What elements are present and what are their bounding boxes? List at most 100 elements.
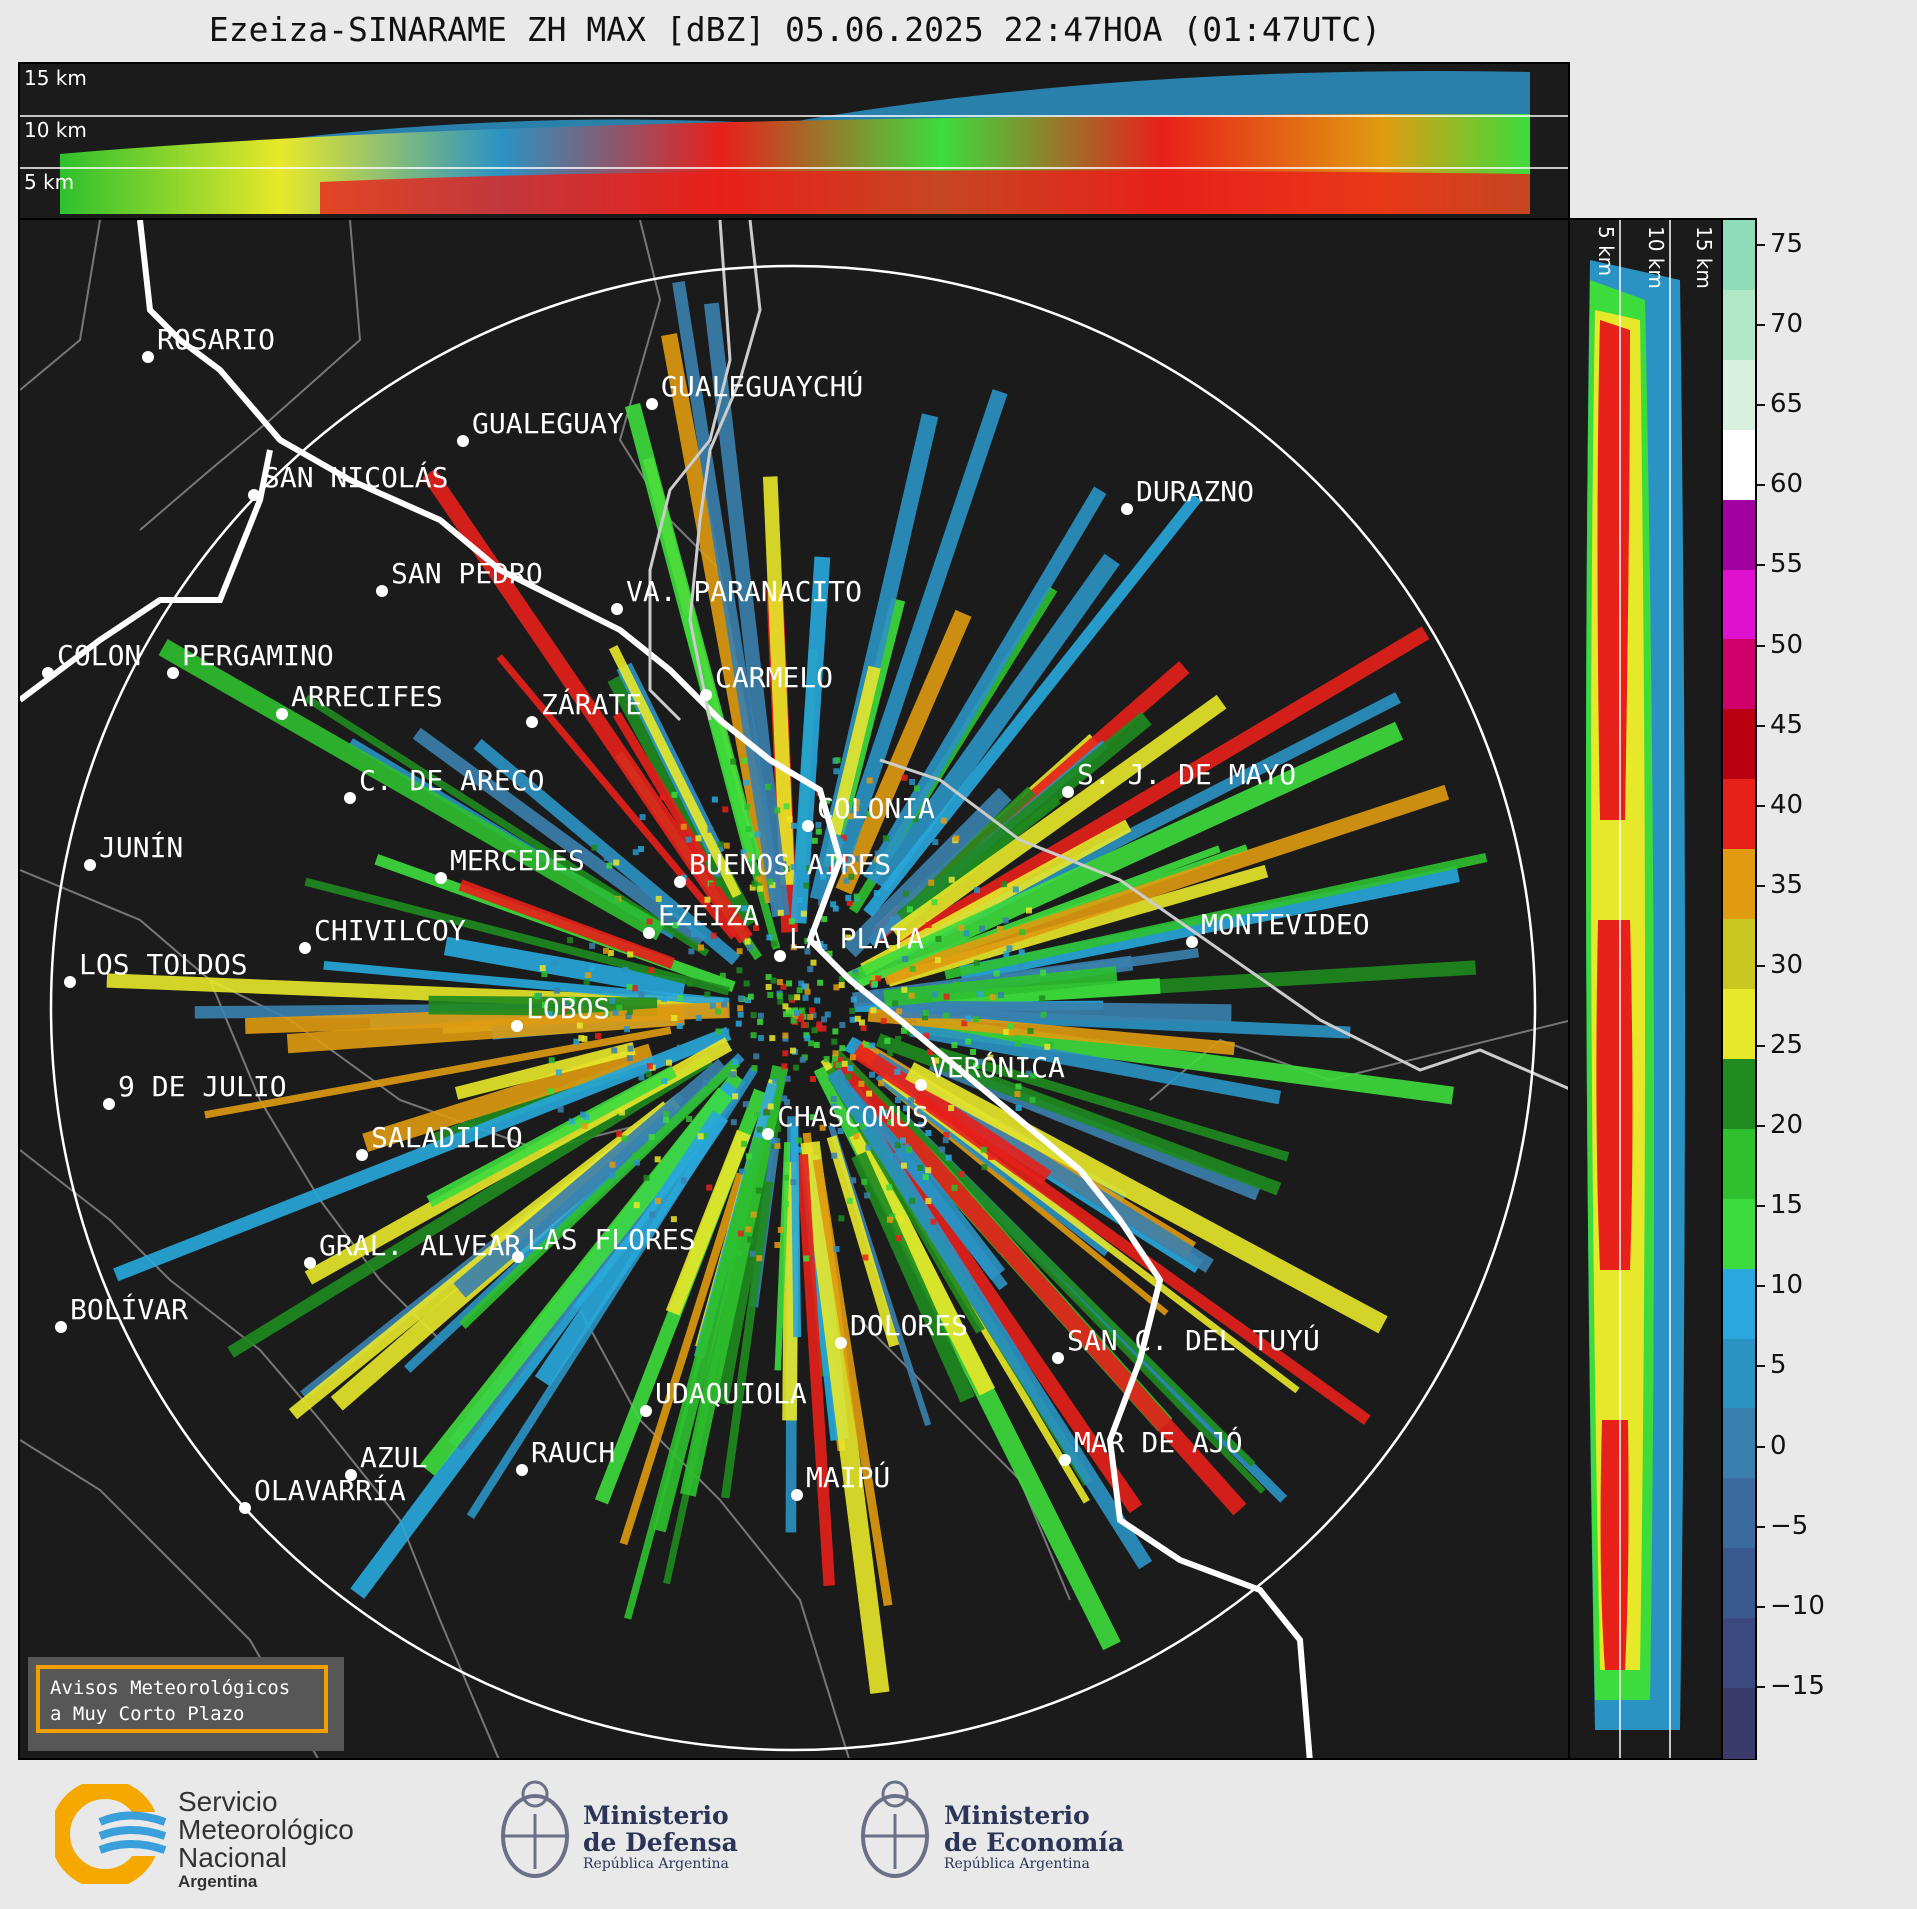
- radar-echo-pixel: [643, 1174, 650, 1181]
- radar-echo-pixel: [756, 1126, 763, 1133]
- radar-echo-pixel: [589, 942, 596, 949]
- radar-echo-pixel: [886, 1216, 893, 1223]
- radar-echo-pixel: [845, 934, 852, 941]
- radar-echo-pixel: [964, 1179, 971, 1186]
- radar-echo-pixel: [926, 1049, 933, 1056]
- radar-echo-pixel: [783, 1174, 790, 1181]
- colorbar-tick-label: −10: [1770, 1590, 1825, 1621]
- city-label: ROSARIO: [157, 323, 275, 356]
- colorbar-tick: [1757, 964, 1765, 967]
- radar-echo-pixel: [557, 1106, 564, 1113]
- radar-echo-pixel: [831, 1038, 838, 1045]
- colorbar-segment: [1723, 1548, 1755, 1620]
- radar-echo-pixel: [765, 983, 772, 990]
- radar-echo-pixel: [741, 905, 748, 912]
- radar-ray: [703, 302, 790, 917]
- radar-map-panel: ROSARIO GUALEGUAYCHÚ GUALEGUAY SAN NICOLÁS D…: [18, 218, 1570, 1760]
- radar-echo-pixel: [824, 797, 831, 804]
- radar-echo-pixel: [777, 909, 784, 916]
- radar-ray: [800, 1141, 890, 1694]
- radar-echo-pixel: [824, 1011, 831, 1018]
- colorbar-tick-label: 70: [1770, 309, 1804, 340]
- radar-echo-pixel: [569, 996, 576, 1003]
- radar-echo-pixel: [677, 994, 684, 1001]
- radar-echo-pixel: [830, 1103, 837, 1110]
- colorbar-tick: [1757, 1605, 1765, 1608]
- radar-echo-pixel: [834, 757, 841, 764]
- radar-echo-pixel: [795, 1146, 802, 1153]
- radar-echo-pixel: [603, 854, 610, 861]
- radar-echo-pixel: [638, 991, 645, 998]
- radar-echo-pixel: [740, 849, 747, 856]
- city-dot: [643, 927, 655, 939]
- radar-echo-pixel: [873, 890, 880, 897]
- radar-echo-pixel: [953, 835, 960, 842]
- radar-echo-pixel: [800, 1022, 807, 1029]
- city-dot: [674, 876, 686, 888]
- radar-echo-pixel: [869, 1042, 876, 1049]
- radar-echo-pixel: [807, 1013, 814, 1020]
- city-label: GUALEGUAYCHÚ: [661, 369, 863, 403]
- radar-echo-pixel: [853, 798, 860, 805]
- radar-echo-pixel: [800, 910, 807, 917]
- radar-echo-pixel: [940, 817, 947, 824]
- city-label: CHIVILCOY: [314, 914, 466, 947]
- radar-echo-pixel: [943, 1132, 950, 1139]
- radar-echo-pixel: [796, 1137, 803, 1144]
- radar-echo-pixel: [677, 1044, 684, 1051]
- radar-echo-pixel: [901, 1027, 908, 1034]
- radar-echo-pixel: [562, 1001, 569, 1008]
- city-label: OLAVARRÍA: [254, 1473, 406, 1507]
- city-dot: [516, 1464, 528, 1476]
- radar-ray: [204, 1026, 672, 1119]
- city-label: GRAL. ALVEAR: [319, 1229, 521, 1262]
- radar-echo-pixel: [551, 960, 558, 967]
- side-height-label-10km: 10 km: [1644, 226, 1668, 289]
- radar-echo-pixel: [901, 986, 908, 993]
- radar-echo-pixel: [816, 1021, 823, 1028]
- radar-echo-pixel: [799, 1056, 806, 1063]
- radar-ray: [848, 1129, 995, 1396]
- radar-echo-pixel: [963, 930, 970, 937]
- radar-echo-pixel: [961, 1020, 968, 1027]
- warning-box[interactable]: Avisos Meteorológicos a Muy Corto Plazo: [28, 1657, 344, 1751]
- colorbar-segment: [1723, 499, 1755, 571]
- radar-echo-pixel: [847, 1065, 854, 1072]
- radar-echo-pixel: [777, 998, 784, 1005]
- footer: Servicio Meteorológico Nacional Argentin…: [0, 1762, 1917, 1909]
- radar-echo-pixel: [609, 1161, 616, 1168]
- radar-echo-pixel: [833, 984, 840, 991]
- city-label: JUNÍN: [99, 830, 183, 864]
- radar-echo-pixel: [1040, 1011, 1047, 1018]
- radar-echo-pixel: [723, 842, 730, 849]
- radar-echo-pixel: [823, 1056, 830, 1063]
- radar-echo-pixel: [555, 1069, 562, 1076]
- radar-echo-pixel: [603, 1011, 610, 1018]
- city-label: GUALEGUAY: [472, 407, 624, 440]
- radar-echo-pixel: [756, 1255, 763, 1262]
- radar-ray: [835, 1057, 1247, 1516]
- radar-echo-pixel: [932, 839, 939, 846]
- radar-echo-pixel: [750, 1211, 757, 1218]
- colorbar-segment: [1723, 1128, 1755, 1200]
- radar-echo-pixel: [976, 991, 983, 998]
- radar-echo-pixel: [1040, 969, 1047, 976]
- colorbar-segment: [1723, 849, 1755, 921]
- argentina-seal-icon: [501, 1780, 569, 1878]
- radar-echo-pixel: [809, 1114, 816, 1121]
- radar-echo-pixel: [764, 783, 771, 790]
- radar-echo-pixel: [870, 1007, 877, 1014]
- radar-echo-pixel: [659, 794, 666, 801]
- radar-echo-pixel: [793, 1064, 800, 1071]
- radar-echo-pixel: [909, 965, 916, 972]
- radar-echo-pixel: [763, 1109, 770, 1116]
- radar-echo-pixel: [774, 1242, 781, 1249]
- city-label: VA. PARANACITO: [626, 575, 862, 608]
- radar-echo-pixel: [900, 1162, 907, 1169]
- radar-echo-pixel: [769, 1035, 776, 1042]
- radar-echo-pixel: [782, 1050, 789, 1057]
- colorbar-tick: [1757, 1525, 1765, 1528]
- radar-echo-pixel: [948, 876, 955, 883]
- radar-ray: [834, 1049, 1256, 1467]
- radar-echo-pixel: [874, 850, 881, 857]
